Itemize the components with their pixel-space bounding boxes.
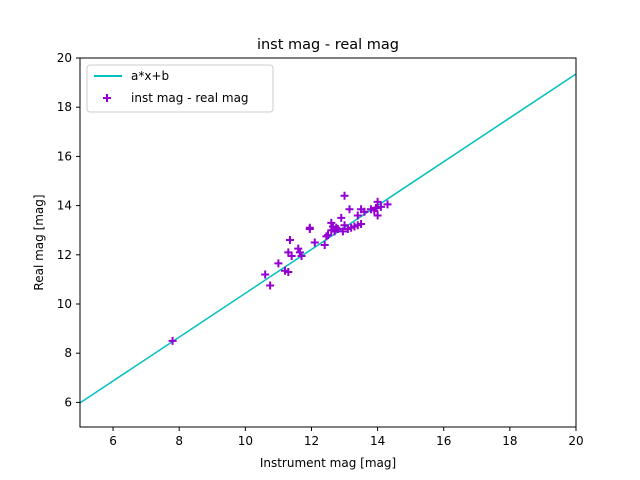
legend: a*x+b inst mag - real mag	[86, 64, 274, 113]
scatter-point	[376, 202, 385, 211]
scatter-point	[383, 200, 392, 209]
scatter-point	[305, 223, 314, 232]
x-tick-label: 20	[568, 434, 583, 448]
scatter-point	[287, 252, 296, 261]
x-tick-label: 16	[436, 434, 451, 448]
scatter-point	[340, 191, 349, 200]
scatter-point	[327, 218, 336, 227]
legend-marker-swatch	[103, 94, 111, 102]
scatter-point	[261, 270, 270, 279]
scatter-point	[320, 240, 329, 249]
scatter-point	[332, 223, 341, 232]
x-axis: 6 8 10 12 14 16 18 20	[109, 427, 584, 448]
y-tick-label: 10	[57, 297, 72, 311]
scatter-point	[324, 231, 332, 240]
scatter-point	[333, 224, 342, 233]
scatter-point	[322, 232, 331, 241]
scatter-point	[310, 238, 319, 247]
scatter-point	[295, 248, 304, 257]
legend-label-fit-line: a*x+b	[131, 69, 169, 83]
x-tick-label: 6	[109, 434, 117, 448]
scatter-point	[168, 336, 177, 345]
chart-title: inst mag - real mag	[257, 37, 399, 53]
scatter-point	[373, 211, 382, 220]
x-tick-label: 14	[370, 434, 385, 448]
y-tick-label: 8	[64, 346, 72, 360]
scatter-point	[337, 213, 346, 222]
scatter-point	[357, 220, 366, 229]
scatter-point	[285, 236, 294, 245]
scatter-point	[360, 207, 369, 216]
y-tick-label: 18	[57, 100, 72, 114]
legend-marker	[103, 94, 111, 102]
x-tick-label: 10	[238, 434, 253, 448]
legend-label-scatter: inst mag - real mag	[131, 91, 249, 105]
scatter-point	[338, 227, 347, 236]
scatter-point	[353, 211, 362, 220]
y-tick-label: 6	[64, 395, 72, 409]
scatter-point	[284, 268, 293, 277]
scatter-point	[371, 204, 380, 213]
x-tick-label: 8	[175, 434, 183, 448]
y-axis-label: Real mag [mag]	[32, 194, 46, 290]
y-tick-label: 16	[57, 149, 72, 163]
y-axis: 6 8 10 12 14 16 18 20	[57, 51, 80, 409]
y-tick-label: 12	[57, 248, 72, 262]
x-tick-label: 12	[304, 434, 319, 448]
y-tick-label: 14	[57, 199, 72, 213]
scatter-point	[373, 197, 382, 206]
plot-frame	[79, 57, 577, 428]
plot-area	[80, 73, 576, 404]
scatter-point	[345, 205, 354, 214]
legend-box	[86, 64, 274, 113]
y-tick-label: 20	[57, 51, 72, 65]
x-tick-label: 18	[502, 434, 517, 448]
scatter-point	[274, 259, 283, 268]
x-axis-label: Instrument mag [mag]	[260, 456, 396, 470]
scatter-point	[294, 244, 303, 253]
scatter-point	[266, 281, 275, 290]
scatter-point	[297, 252, 306, 261]
